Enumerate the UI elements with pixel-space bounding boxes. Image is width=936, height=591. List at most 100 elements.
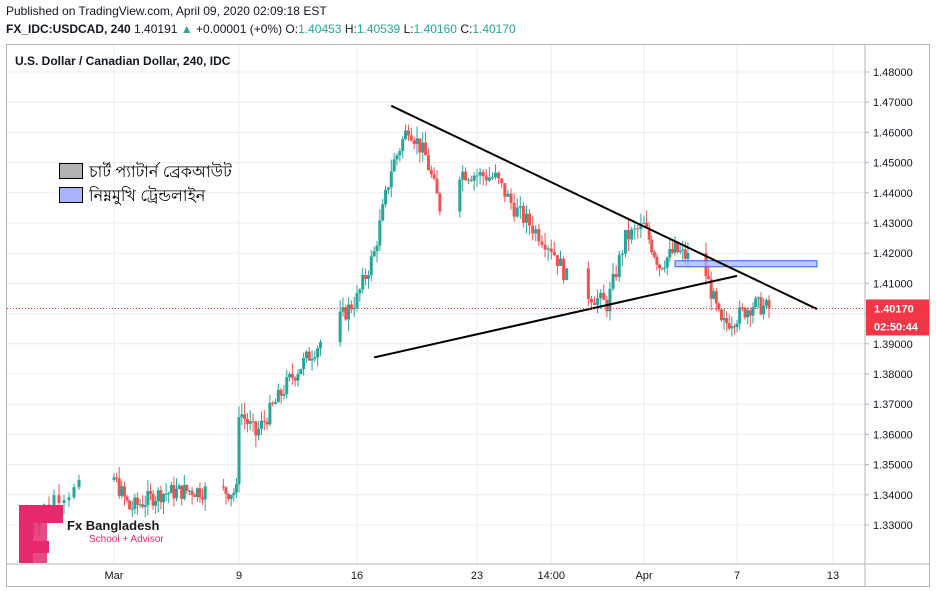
candle-body xyxy=(478,172,482,176)
candle-body xyxy=(562,258,566,281)
candle-body xyxy=(164,493,168,495)
price-tick-label: 1.48000 xyxy=(873,67,913,79)
upper-trendline xyxy=(390,104,818,310)
candle-body xyxy=(237,417,241,485)
candle-body xyxy=(355,293,359,309)
candle-body xyxy=(384,189,388,205)
candle-body xyxy=(764,300,768,306)
low-value: 1.40160 xyxy=(413,22,457,36)
candle-body xyxy=(429,170,433,175)
candle-body xyxy=(156,490,160,501)
candle-body xyxy=(494,172,498,178)
chart-frame[interactable]: 1.48000 1.47000 1.46000 1.45000 1.44000 1.430… xyxy=(6,44,930,587)
candle-body xyxy=(265,421,269,425)
price-tick-label: 1.45000 xyxy=(873,158,913,170)
price-tick-label: 1.46000 xyxy=(873,127,913,139)
time-tick-label: 13 xyxy=(827,570,839,582)
candle-body xyxy=(642,222,646,224)
candle-body xyxy=(589,298,593,303)
candle-body xyxy=(748,310,752,316)
time-tick-label: Apr xyxy=(635,570,652,582)
price-tick-label: 1.41000 xyxy=(873,278,913,290)
candle-body xyxy=(540,241,544,245)
candle-body xyxy=(349,304,353,310)
countdown-tag-label: 02:50:44 xyxy=(874,321,919,333)
candle-body xyxy=(185,485,189,491)
current-price-tag-label: 1.40170 xyxy=(874,303,914,315)
logo-name: Fx Bangladesh xyxy=(67,518,160,533)
candle-body xyxy=(756,297,760,299)
chart-canvas[interactable]: 1.48000 1.47000 1.46000 1.45000 1.44000 1.430… xyxy=(7,45,930,587)
candle-body xyxy=(461,171,465,180)
price-tick-label: 1.36000 xyxy=(873,429,913,441)
candle-body xyxy=(268,402,272,425)
candle-body xyxy=(143,505,147,507)
candle-body xyxy=(599,292,603,299)
candle-body xyxy=(732,326,736,328)
candle-body xyxy=(509,193,513,203)
candle-body xyxy=(296,373,300,381)
candle-body xyxy=(188,490,192,492)
candle-body xyxy=(528,213,532,226)
candle-body xyxy=(636,228,640,230)
candle-body xyxy=(683,249,687,259)
lower-trendline xyxy=(373,274,738,359)
candle-body xyxy=(366,275,370,279)
candle-body xyxy=(645,222,649,228)
candle-body xyxy=(438,193,442,212)
candle-body xyxy=(639,223,643,229)
candle-body xyxy=(67,497,71,501)
candle-body xyxy=(418,138,422,153)
candle-body xyxy=(62,500,66,503)
candle-body xyxy=(620,253,624,255)
candle-body xyxy=(602,292,606,300)
candle-body xyxy=(670,249,674,253)
candle-body xyxy=(497,172,501,179)
candle-body xyxy=(117,478,121,496)
candle-body xyxy=(285,377,289,394)
candle-body xyxy=(135,497,139,505)
candle-body xyxy=(432,174,436,179)
candle-body xyxy=(302,358,306,370)
time-tick-label: 23 xyxy=(471,570,483,582)
candle-body xyxy=(245,419,249,424)
candle-body xyxy=(552,251,556,256)
candle-body xyxy=(288,374,292,378)
candle-body xyxy=(759,297,763,315)
candle-body xyxy=(500,178,504,184)
candle-body xyxy=(361,275,365,290)
candle-body xyxy=(676,242,680,252)
candle-body xyxy=(665,257,669,268)
close-label: C: xyxy=(460,22,473,36)
candle-body xyxy=(398,150,402,156)
candle-body xyxy=(290,374,294,379)
candle-body xyxy=(647,227,651,240)
candle-body xyxy=(531,225,535,234)
candle-body xyxy=(161,494,165,503)
candle-body xyxy=(712,291,716,299)
high-value: 1.40539 xyxy=(356,22,401,36)
candle-body xyxy=(727,323,731,329)
candle-body xyxy=(401,139,405,151)
candle-body xyxy=(201,497,205,500)
candle-body xyxy=(409,135,413,141)
candle-body xyxy=(120,486,124,496)
candle-body xyxy=(767,300,771,309)
candle-body xyxy=(738,307,742,324)
candle-body xyxy=(717,303,721,310)
symbol-label[interactable]: FX_IDC:USDCAD, 240 xyxy=(6,22,131,36)
candle-body xyxy=(515,207,519,217)
candle-body xyxy=(203,486,207,500)
candle-body xyxy=(537,229,541,242)
candle-body xyxy=(555,255,559,266)
candle-body xyxy=(224,487,228,494)
close-value: 1.40170 xyxy=(472,22,516,36)
candle-body xyxy=(490,177,494,179)
candle-body xyxy=(412,140,416,144)
candle-body xyxy=(232,492,236,496)
candle-body xyxy=(125,496,129,501)
candle-body xyxy=(650,239,654,253)
price-tick-label: 1.37000 xyxy=(873,399,913,411)
candle-body xyxy=(435,178,439,194)
candle-body xyxy=(655,256,659,265)
